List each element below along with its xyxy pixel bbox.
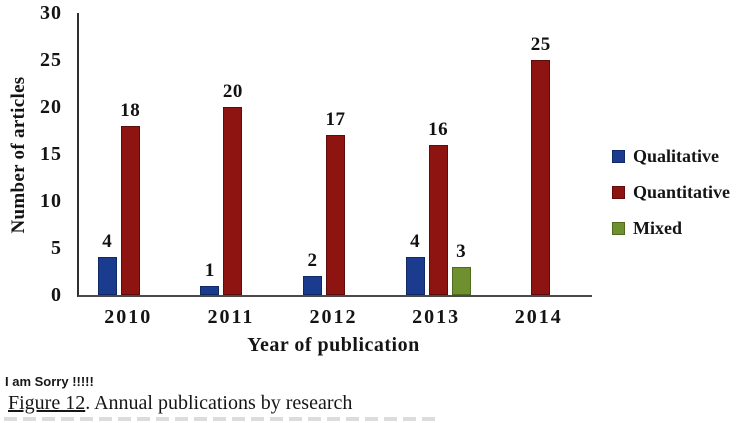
bar-qualitative-2010 — [97, 257, 117, 295]
bar-quantitative-2010 — [120, 126, 140, 295]
bar-quantitative-2012 — [326, 135, 345, 295]
y-tick-label: 30 — [40, 2, 62, 24]
bar-value-label: 16 — [428, 119, 449, 140]
bar-qualitative-2013 — [405, 257, 425, 295]
legend-item-quantitative: Quantitative — [612, 182, 750, 202]
legend-swatch-mixed — [612, 221, 625, 235]
bar-value-label: 20 — [222, 81, 243, 102]
y-tick-label: 5 — [51, 237, 62, 259]
legend-item-qualitative: Qualitative — [612, 146, 750, 166]
bar-value-label: 4 — [410, 231, 421, 252]
y-tick-label: 20 — [40, 96, 62, 118]
plot-area: 4 1 2 4 18 20 17 16 25 3 — [77, 13, 592, 297]
y-tick-label: 0 — [51, 284, 62, 306]
bar-value-label: 18 — [120, 100, 141, 121]
bar-value-label: 1 — [204, 260, 215, 281]
x-category-label-2011: 2011 — [207, 306, 255, 328]
bar-qualitative-2012 — [303, 276, 322, 295]
legend-swatch-quantitative — [612, 185, 625, 199]
x-category-label-2010: 2010 — [104, 306, 153, 328]
legend: Qualitative Quantitative Mixed — [612, 146, 750, 254]
bar-qualitative-2011 — [200, 286, 220, 295]
bar-value-label: 2 — [307, 250, 318, 271]
y-tick-label: 15 — [40, 143, 62, 165]
x-axis-title: Year of publication — [247, 334, 420, 356]
x-category-label-2013: 2013 — [412, 306, 461, 328]
bar-value-label: 25 — [530, 34, 551, 55]
legend-swatch-qualitative — [612, 149, 625, 163]
bar-value-label: 3 — [456, 241, 467, 262]
legend-label-qualitative: Qualitative — [633, 145, 719, 166]
y-tick-label: 25 — [40, 49, 62, 71]
bar-value-label: 4 — [102, 231, 113, 252]
bar-value-label: 17 — [325, 109, 346, 130]
y-tick-label: 10 — [40, 190, 62, 212]
figure-caption: Figure 12. Annual publications by resear… — [8, 392, 352, 415]
bar-mixed-2013 — [451, 267, 471, 295]
legend-item-mixed: Mixed — [612, 218, 750, 238]
x-category-label-2014: 2014 — [514, 306, 563, 328]
figure-caption-text: . Annual publications by research — [85, 392, 353, 414]
legend-label-mixed: Mixed — [633, 217, 682, 238]
legend-label-quantitative: Quantitative — [633, 181, 730, 202]
bar-quantitative-2013 — [428, 145, 448, 295]
x-category-label-2012: 2012 — [309, 306, 358, 328]
figure-label: Figure 12 — [8, 392, 86, 414]
bar-quantitative-2014 — [531, 60, 551, 295]
bar-quantitative-2011 — [223, 107, 243, 295]
cropped-text-artifact — [4, 417, 438, 421]
note-text: I am Sorry !!!!! — [5, 374, 94, 389]
